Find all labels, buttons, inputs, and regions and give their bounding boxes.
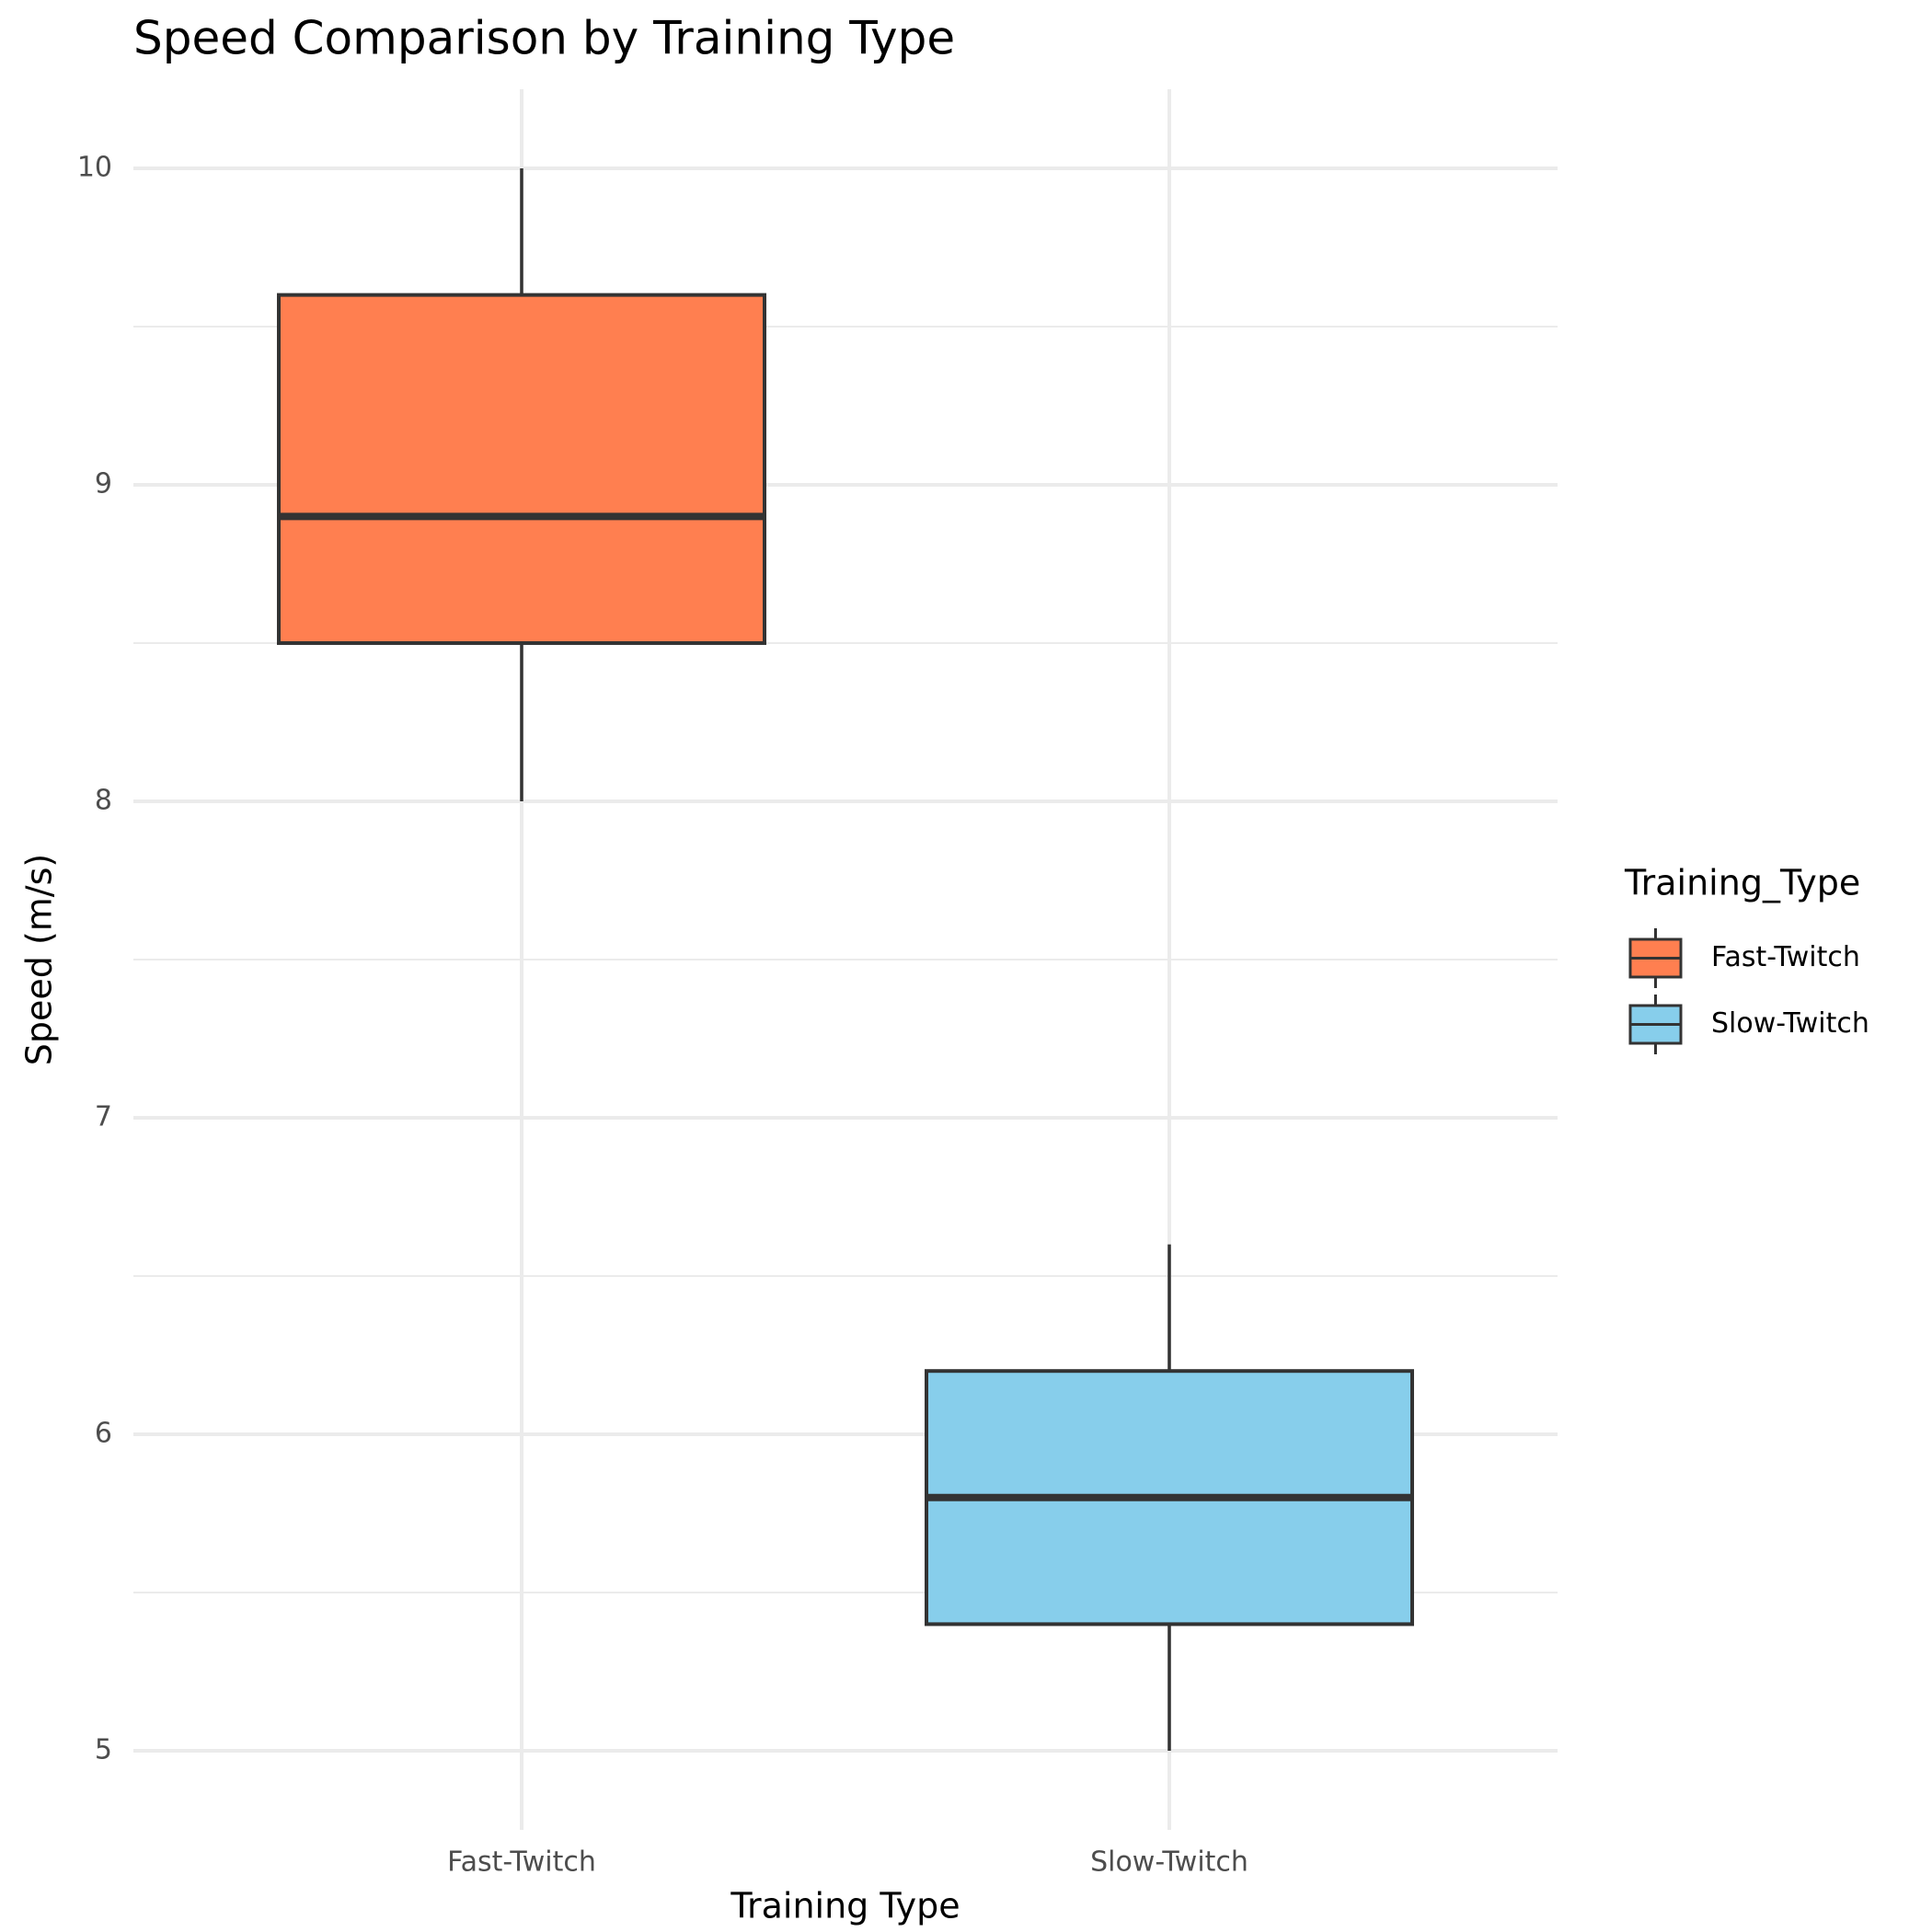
legend-title: Training_Type <box>1624 863 1860 903</box>
x-axis-title: Training Type <box>730 1886 960 1926</box>
y-tick-label: 6 <box>95 1418 112 1450</box>
x-tick-label: Slow-Twitch <box>1090 1846 1248 1879</box>
y-tick-label: 8 <box>95 785 112 817</box>
x-tick-label: Fast-Twitch <box>447 1846 596 1879</box>
chart-title: Speed Comparison by Training Type <box>133 12 955 65</box>
legend-label: Slow-Twitch <box>1711 1007 1869 1040</box>
y-axis-title: Speed (m/s) <box>19 854 60 1065</box>
y-tick-label: 9 <box>95 468 112 500</box>
y-tick-label: 5 <box>95 1734 112 1766</box>
y-tick-label: 7 <box>95 1101 112 1133</box>
box <box>277 293 766 645</box>
legend-label: Fast-Twitch <box>1711 941 1860 973</box>
y-tick-label: 10 <box>77 152 112 184</box>
